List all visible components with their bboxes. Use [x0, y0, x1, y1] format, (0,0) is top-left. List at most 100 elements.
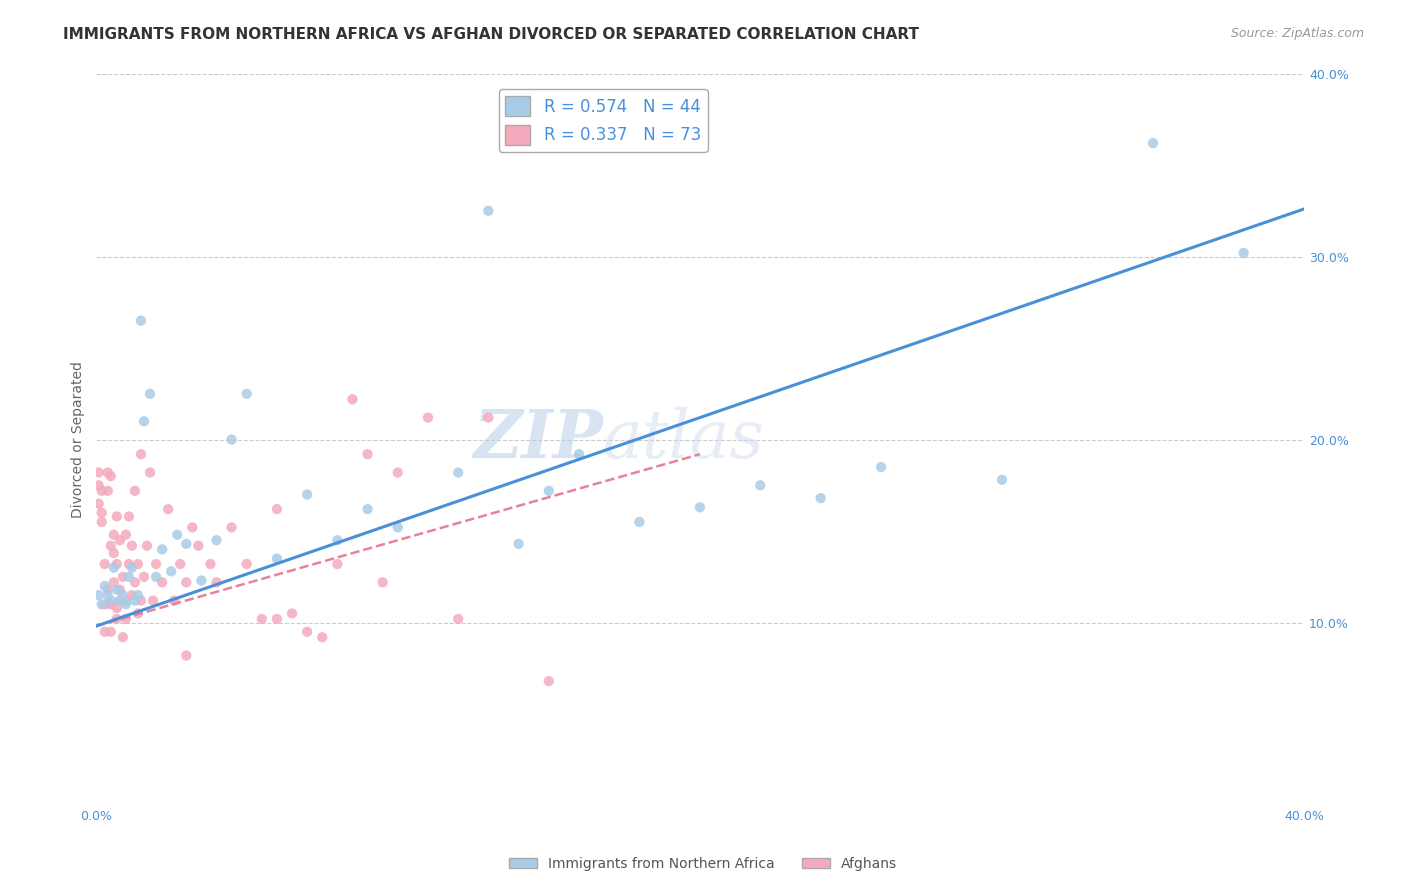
Point [160, 565, 183, 579]
Point [250, 612, 273, 626]
Text: Source: ZipAtlas.com: Source: ZipAtlas.com [1230, 27, 1364, 40]
Point [169, 557, 191, 571]
Point [326, 533, 349, 548]
Point [295, 624, 318, 639]
Point [181, 520, 204, 534]
Point [87, 466, 110, 480]
Point [105, 582, 128, 597]
Point [371, 575, 394, 590]
Point [121, 560, 143, 574]
Point [537, 483, 560, 498]
Point [115, 612, 138, 626]
Point [870, 460, 893, 475]
Point [568, 447, 591, 461]
Point [136, 539, 159, 553]
Point [115, 527, 138, 541]
Point [103, 546, 125, 560]
Point [447, 466, 470, 480]
Point [145, 557, 167, 571]
Point [477, 203, 499, 218]
Point [118, 509, 141, 524]
Point [124, 593, 146, 607]
Point [129, 447, 152, 461]
Point [163, 593, 186, 607]
Point [132, 414, 155, 428]
Point [111, 588, 134, 602]
Point [447, 612, 470, 626]
Point [508, 537, 530, 551]
Point [105, 612, 128, 626]
Point [145, 570, 167, 584]
Point [266, 502, 288, 516]
Point [749, 478, 772, 492]
Point [205, 575, 228, 590]
Point [174, 537, 197, 551]
Legend: R = 0.574   N = 44, R = 0.337   N = 73: R = 0.574 N = 44, R = 0.337 N = 73 [499, 89, 707, 152]
Point [537, 674, 560, 689]
Point [200, 557, 222, 571]
Point [150, 542, 173, 557]
Point [174, 575, 197, 590]
Point [93, 597, 115, 611]
Point [166, 527, 188, 541]
Point [235, 386, 257, 401]
Point [87, 478, 110, 492]
Point [121, 588, 143, 602]
Point [129, 593, 152, 607]
Point [129, 313, 152, 327]
Point [93, 624, 115, 639]
Point [416, 410, 439, 425]
Point [100, 597, 122, 611]
Point [111, 570, 134, 584]
Point [108, 533, 131, 548]
Point [221, 520, 243, 534]
Point [991, 473, 1014, 487]
Point [111, 630, 134, 644]
Point [190, 574, 212, 588]
Point [100, 469, 122, 483]
Point [124, 483, 146, 498]
Point [105, 509, 128, 524]
Point [87, 497, 110, 511]
Point [157, 502, 180, 516]
Point [108, 582, 131, 597]
Point [118, 557, 141, 571]
Point [326, 557, 349, 571]
Point [87, 588, 110, 602]
Point [139, 466, 162, 480]
Point [281, 607, 304, 621]
Point [150, 575, 173, 590]
Point [100, 593, 122, 607]
Point [127, 557, 149, 571]
Point [105, 557, 128, 571]
Point [356, 447, 378, 461]
Point [90, 506, 112, 520]
Text: IMMIGRANTS FROM NORTHERN AFRICA VS AFGHAN DIVORCED OR SEPARATED CORRELATION CHAR: IMMIGRANTS FROM NORTHERN AFRICA VS AFGHA… [63, 27, 920, 42]
Point [132, 570, 155, 584]
Point [93, 579, 115, 593]
Point [93, 557, 115, 571]
Point [342, 392, 364, 407]
Point [97, 582, 120, 597]
Text: atlas: atlas [603, 407, 765, 472]
Point [628, 515, 651, 529]
Point [103, 527, 125, 541]
Point [1142, 136, 1164, 150]
Point [295, 487, 318, 501]
Point [810, 491, 832, 505]
Point [266, 612, 288, 626]
Point [121, 539, 143, 553]
Point [124, 575, 146, 590]
Point [97, 588, 120, 602]
Point [97, 466, 120, 480]
Point [266, 551, 288, 566]
Point [477, 410, 499, 425]
Point [115, 597, 138, 611]
Point [90, 483, 112, 498]
Point [187, 539, 209, 553]
Point [139, 386, 162, 401]
Text: ZIP: ZIP [474, 407, 603, 472]
Point [100, 539, 122, 553]
Point [689, 500, 711, 515]
Point [105, 601, 128, 615]
